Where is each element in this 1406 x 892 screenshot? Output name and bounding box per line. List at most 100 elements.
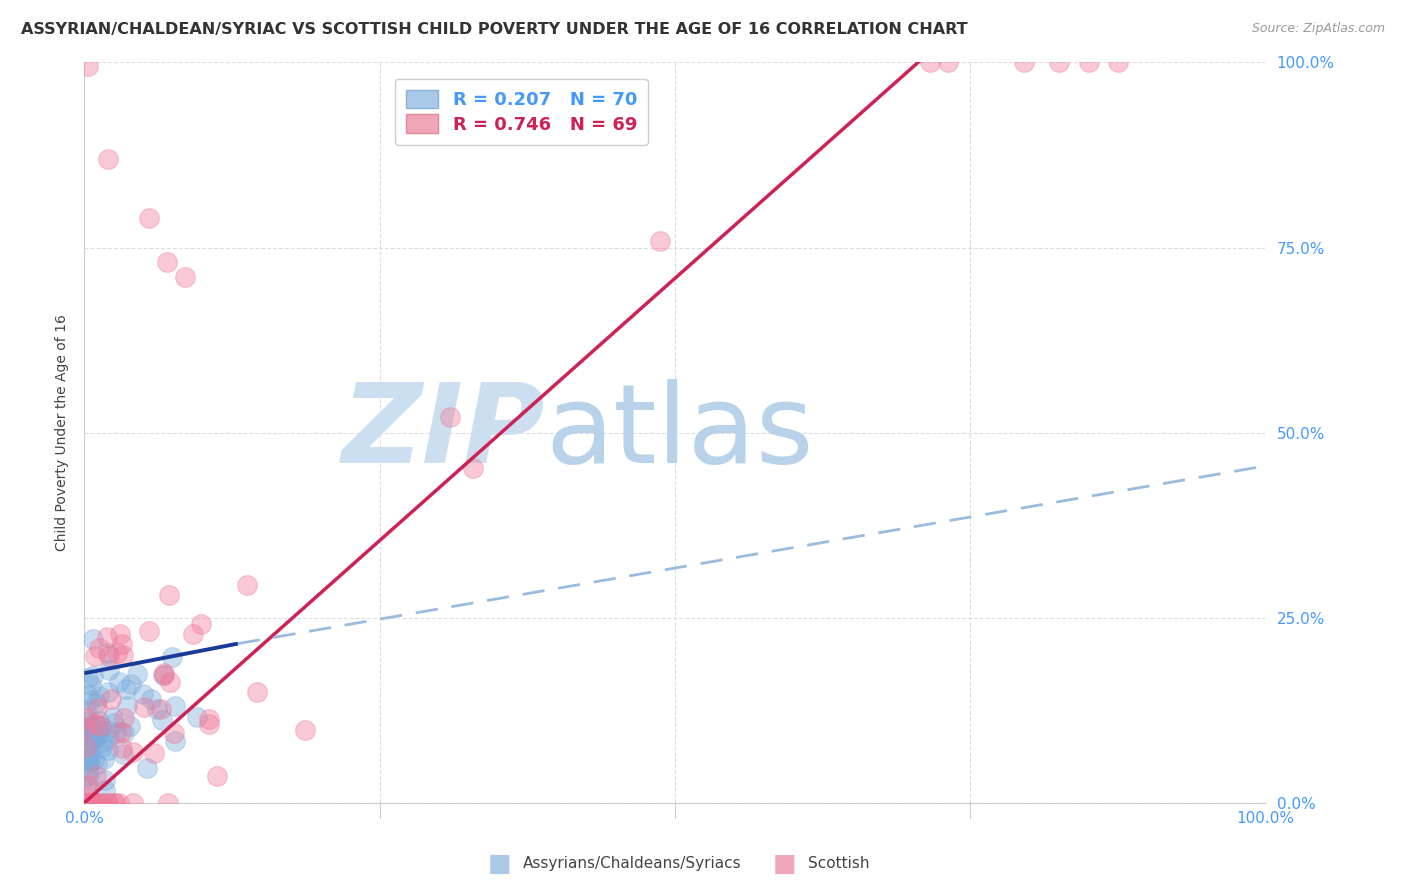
Point (146, 702, 169, 716)
Point (77, 778, 100, 792)
Point (159, 588, 181, 602)
Point (122, 796, 145, 810)
Point (77, 789, 100, 803)
Point (91, 739, 114, 754)
Point (76, 714, 98, 728)
Point (97, 647, 120, 661)
Point (156, 796, 179, 810)
Y-axis label: Child Poverty Under the Age of 16: Child Poverty Under the Age of 16 (55, 314, 69, 551)
Point (150, 714, 173, 728)
Text: Scottish: Scottish (808, 856, 870, 871)
Point (97, 685, 120, 699)
Point (97, 796, 120, 810)
Point (75, 720, 97, 734)
Point (82, 733, 104, 747)
Point (111, 741, 134, 756)
Point (97, 732, 120, 747)
Point (103, 715, 125, 730)
Point (75, 752, 97, 766)
Point (77, 768, 100, 782)
Point (76, 764, 98, 778)
Point (84, 718, 107, 732)
Point (82, 720, 104, 734)
Text: atlas: atlas (546, 379, 814, 486)
Point (87, 641, 110, 656)
Point (165, 699, 187, 714)
Point (77, 747, 100, 761)
Point (79, 678, 101, 692)
Point (463, 461, 485, 475)
Point (108, 626, 131, 640)
Point (125, 667, 148, 681)
Point (105, 726, 128, 740)
Point (79, 737, 101, 751)
Point (97, 742, 120, 756)
Point (97, 152, 120, 166)
Point (165, 734, 187, 748)
Point (153, 666, 176, 681)
Point (132, 687, 155, 701)
Point (84, 649, 107, 664)
Point (76, 724, 98, 739)
Point (96, 796, 118, 810)
Point (198, 716, 221, 731)
Point (77, 688, 100, 702)
Point (149, 702, 172, 716)
Point (77, 59, 100, 73)
Point (75, 796, 97, 810)
Point (84, 796, 107, 810)
Point (75, 703, 97, 717)
Point (90, 718, 112, 732)
Point (93, 752, 115, 766)
Point (205, 769, 228, 783)
Point (93, 735, 115, 749)
Point (89, 724, 111, 739)
Point (108, 796, 131, 810)
Point (84, 769, 107, 783)
Point (97, 663, 120, 677)
Point (86, 701, 108, 715)
Point (75, 711, 97, 725)
Point (104, 796, 127, 810)
Point (1014, 55, 1036, 70)
Point (173, 270, 195, 285)
Point (83, 753, 105, 767)
Point (75, 739, 97, 754)
Point (79, 692, 101, 706)
Point (110, 724, 132, 739)
Point (93, 772, 115, 787)
Point (105, 646, 128, 660)
Point (439, 410, 461, 425)
Point (96, 630, 118, 644)
Point (83, 731, 105, 745)
Point (1047, 55, 1070, 70)
Point (77, 755, 100, 769)
Point (111, 637, 134, 651)
Point (80, 796, 103, 810)
Point (82, 632, 104, 646)
Point (181, 627, 204, 641)
Point (112, 726, 135, 740)
Point (97, 724, 120, 739)
Point (117, 698, 139, 713)
Point (100, 692, 122, 706)
Point (84, 717, 107, 731)
Point (135, 761, 157, 775)
Point (112, 747, 135, 762)
Point (142, 746, 165, 760)
Point (186, 710, 208, 724)
Point (75, 722, 97, 736)
Point (75, 780, 97, 795)
Point (246, 685, 269, 699)
Point (115, 682, 138, 697)
Point (120, 677, 142, 691)
Point (75, 768, 97, 782)
Point (111, 648, 134, 663)
Point (91, 796, 114, 810)
Point (83, 716, 105, 731)
Point (79, 736, 101, 750)
Point (236, 578, 259, 592)
Point (1107, 55, 1129, 70)
Point (90, 796, 112, 810)
Point (82, 796, 104, 810)
